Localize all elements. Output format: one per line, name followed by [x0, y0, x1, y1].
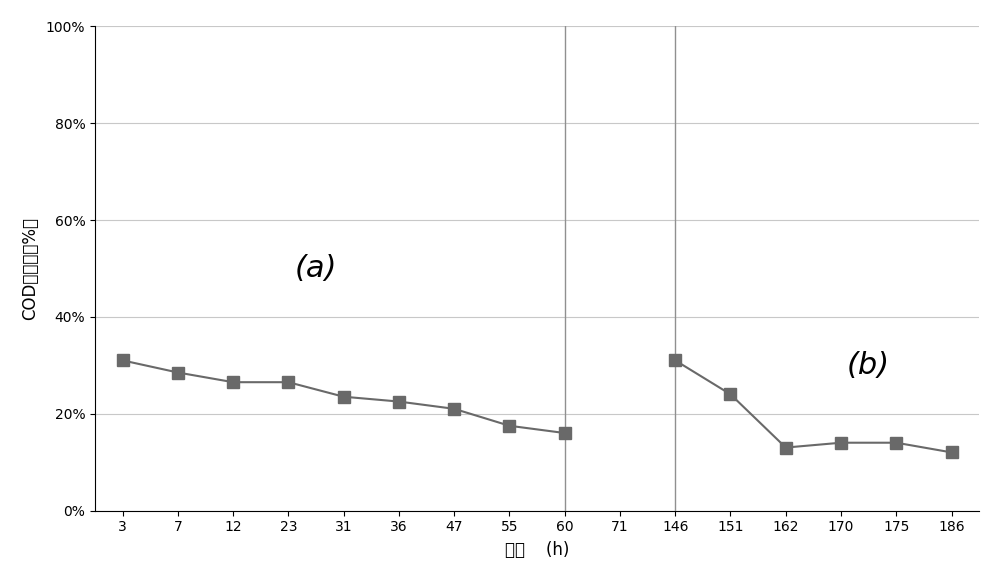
Y-axis label: COD转化率（%）: COD转化率（%）	[21, 217, 39, 320]
X-axis label: 时间    (h): 时间 (h)	[505, 541, 569, 559]
Text: (b): (b)	[847, 351, 890, 380]
Text: (a): (a)	[295, 254, 337, 283]
